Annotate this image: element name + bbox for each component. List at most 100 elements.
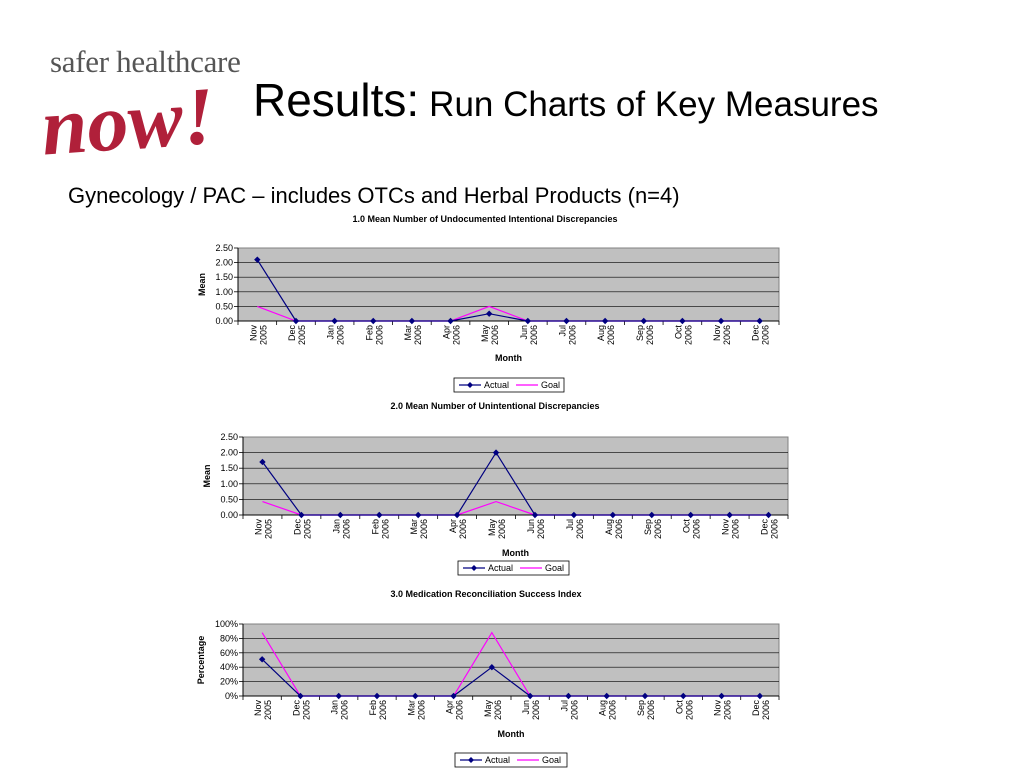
x-tick-year: 2006 — [490, 325, 500, 345]
x-axis-title: Month — [502, 548, 529, 558]
x-tick-label: Sep2006 — [643, 519, 663, 539]
y-tick-label: 2.00 — [215, 258, 233, 268]
legend-marker-actual — [467, 382, 473, 388]
x-tick-year: 2006 — [731, 519, 741, 539]
data-point-actual — [679, 317, 686, 325]
y-tick-label: 0.50 — [215, 301, 233, 311]
x-tick-year: 2006 — [378, 700, 388, 720]
x-tick-year: 2005 — [301, 700, 311, 720]
x-tick-year: 2006 — [536, 519, 546, 539]
x-tick-year: 2006 — [413, 325, 423, 345]
logo-now-text: now! — [38, 70, 217, 165]
x-tick-year: 2006 — [722, 325, 732, 345]
legend-label-goal: Goal — [545, 563, 564, 573]
x-tick-month: May — [480, 325, 490, 343]
x-tick-label: Jan2006 — [326, 325, 346, 345]
x-tick-label: Mar2006 — [403, 325, 423, 345]
x-tick-month: Mar — [403, 325, 413, 341]
x-tick-month: Dec — [291, 700, 301, 717]
legend-label-goal: Goal — [541, 380, 560, 390]
data-point-actual — [680, 692, 687, 700]
x-tick-year: 2006 — [341, 519, 351, 539]
x-tick-label: Dec2006 — [760, 519, 780, 540]
x-axis-title: Month — [498, 729, 525, 739]
data-point-actual — [488, 664, 496, 671]
plot-area — [242, 623, 780, 697]
x-tick-month: Nov — [248, 325, 258, 342]
data-point-actual — [524, 317, 532, 325]
x-tick-month: Jun — [526, 519, 536, 534]
x-tick-label: Nov2006 — [713, 700, 733, 721]
data-point-actual — [756, 692, 764, 700]
section-label: Gynecology / PAC – includes OTCs and Her… — [68, 183, 680, 208]
x-tick-month: Aug — [604, 519, 614, 535]
x-tick-month: Jun — [521, 700, 531, 715]
x-tick-label: Nov2005 — [253, 700, 273, 721]
x-tick-month: Jun — [519, 325, 529, 340]
data-point-actual — [601, 317, 609, 325]
y-tick-label: 0% — [225, 691, 238, 701]
x-tick-label: May2006 — [480, 325, 500, 346]
y-tick-label: 2.50 — [215, 243, 233, 253]
x-tick-label: Apr2006 — [442, 325, 462, 345]
x-tick-label: Apr2006 — [448, 519, 468, 539]
data-point-actual — [292, 317, 300, 325]
x-tick-month: Nov — [712, 325, 722, 342]
chart-title: 1.0 Mean Number of Undocumented Intentio… — [352, 214, 617, 224]
x-tick-month: Oct — [673, 325, 683, 340]
data-point-actual — [563, 317, 570, 325]
x-tick-month: Mar — [406, 700, 416, 716]
x-tick-label: Nov2005 — [248, 325, 268, 346]
data-point-actual — [331, 317, 338, 325]
data-point-actual — [254, 256, 261, 263]
data-point-actual — [258, 656, 266, 663]
y-tick-label: 40% — [220, 662, 238, 672]
data-point-actual — [408, 317, 416, 325]
x-tick-year: 2006 — [567, 325, 577, 345]
y-tick-label: 1.50 — [215, 272, 233, 282]
x-tick-label: Jul2006 — [559, 700, 579, 720]
title-results: Results: — [253, 74, 420, 126]
x-tick-year: 2006 — [452, 325, 462, 345]
y-axis-title: Percentage — [196, 636, 206, 685]
y-tick-label: 100% — [215, 619, 238, 629]
x-tick-year: 2005 — [263, 700, 273, 720]
x-tick-year: 2006 — [608, 700, 618, 720]
x-tick-label: Feb2006 — [368, 700, 388, 720]
x-tick-year: 2006 — [455, 700, 465, 720]
x-tick-month: Sep — [636, 700, 646, 716]
x-tick-month: Jul — [559, 700, 569, 712]
x-tick-label: Oct2006 — [673, 325, 693, 346]
data-point-actual — [565, 692, 572, 700]
y-tick-label: 2.00 — [220, 448, 238, 458]
x-tick-year: 2006 — [684, 700, 694, 720]
series-line-actual — [261, 451, 769, 516]
x-tick-year: 2006 — [575, 519, 585, 539]
chart-title: 2.0 Mean Number of Unintentional Discrep… — [390, 401, 599, 411]
series-line-actual — [256, 259, 760, 322]
x-tick-label: Jan2006 — [330, 700, 350, 720]
x-tick-label: Aug2006 — [598, 700, 618, 720]
data-point-actual — [412, 692, 419, 700]
title-subtitle: Run Charts of Key Measures — [429, 85, 879, 124]
data-point-actual — [718, 692, 725, 700]
data-point-actual — [648, 511, 655, 519]
y-tick-label: 0.00 — [215, 316, 233, 326]
x-tick-month: Feb — [370, 519, 380, 535]
x-tick-year: 2006 — [614, 519, 624, 539]
x-tick-year: 2006 — [606, 325, 616, 345]
legend-box — [453, 377, 565, 393]
data-point-actual — [717, 317, 725, 325]
x-tick-month: Apr — [445, 700, 455, 714]
data-point-actual — [376, 511, 383, 519]
x-tick-month: Apr — [448, 519, 458, 533]
y-tick-label: 20% — [220, 677, 238, 687]
x-tick-month: Dec — [751, 325, 761, 342]
data-point-actual — [640, 317, 647, 325]
y-tick-label: 1.00 — [215, 287, 233, 297]
legend-label-actual: Actual — [488, 563, 513, 573]
x-tick-label: Dec2006 — [751, 700, 771, 721]
